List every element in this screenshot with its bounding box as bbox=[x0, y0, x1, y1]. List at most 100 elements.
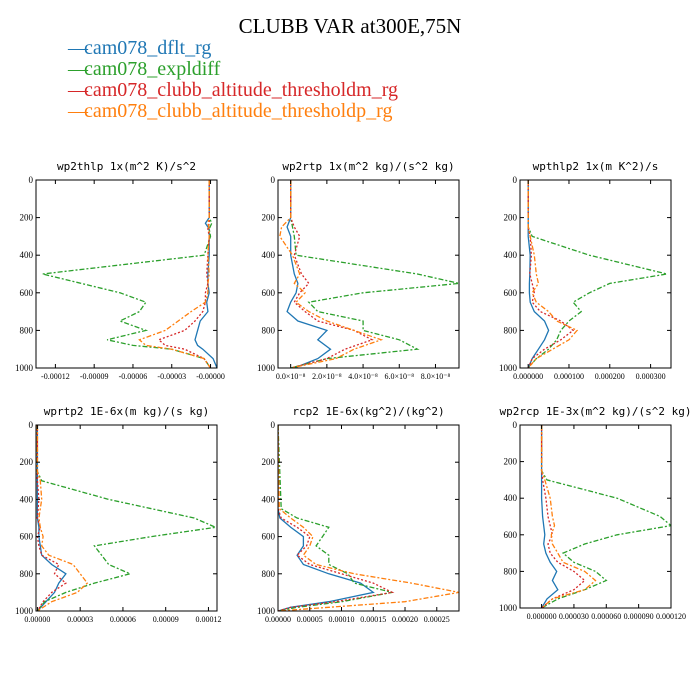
y-tick-label: 0 bbox=[271, 420, 276, 430]
legend: —cam078_dflt_rg —cam078_expldiff —cam078… bbox=[68, 38, 398, 122]
series-line-1 bbox=[194, 180, 217, 368]
y-tick-label: 800 bbox=[262, 569, 276, 579]
plot-frame bbox=[35, 424, 218, 612]
x-tick-label: 0.00003 bbox=[67, 615, 93, 624]
x-tick-label: 0.000030 bbox=[559, 612, 589, 621]
y-tick-label: 0 bbox=[29, 420, 34, 430]
plot-frame bbox=[519, 179, 672, 369]
series-line-3 bbox=[290, 180, 374, 368]
panel-wp2rcp: wp2rcp 1E-3x(m^2 kg)/(s^2 kg) 0 200 400 600 8… bbox=[499, 405, 692, 621]
series-line-2 bbox=[527, 180, 668, 368]
x-tick-label: 8.0×10⁻⁸ bbox=[421, 372, 451, 381]
y-tick-label: 600 bbox=[20, 532, 34, 542]
x-tick-label: 0.000000 bbox=[513, 372, 543, 381]
x-tick-label: 4.0×10⁻⁸ bbox=[348, 372, 378, 381]
series-line-3 bbox=[540, 425, 586, 608]
x-tick-label: 0.000200 bbox=[595, 372, 625, 381]
series-line-4 bbox=[527, 180, 579, 368]
series-line-4 bbox=[36, 425, 89, 611]
y-tick-label: 800 bbox=[504, 325, 518, 335]
series-line-1 bbox=[540, 425, 559, 608]
y-tick-label: 800 bbox=[504, 566, 518, 576]
x-tick-label: 0.00010 bbox=[329, 615, 355, 624]
y-tick-label: 800 bbox=[20, 325, 34, 335]
plot-frame bbox=[277, 424, 460, 612]
legend-label: cam078_dflt_rg bbox=[84, 37, 212, 59]
x-tick-label: 2.0×10⁻⁸ bbox=[312, 372, 342, 381]
y-tick-label: 0 bbox=[29, 175, 34, 185]
plot-frame bbox=[519, 424, 672, 609]
panel-title: wpthlp2 1x(m K^2)/s bbox=[533, 160, 659, 173]
y-tick-label: 400 bbox=[262, 250, 276, 260]
legend-swatch: — bbox=[68, 58, 88, 80]
y-tick-label: 600 bbox=[504, 288, 518, 298]
y-tick-label: 800 bbox=[20, 569, 34, 579]
y-tick-label: 400 bbox=[262, 494, 276, 504]
series-line-2 bbox=[278, 425, 393, 611]
y-tick-label: 800 bbox=[262, 325, 276, 335]
x-tick-label: 0.0×10⁻⁸ bbox=[276, 372, 306, 381]
legend-swatch: — bbox=[68, 79, 88, 101]
legend-swatch: — bbox=[68, 37, 88, 59]
x-tick-label: -0.00006 bbox=[119, 372, 148, 381]
legend-entry-dflt: —cam078_dflt_rg bbox=[68, 38, 398, 59]
panel-title: wp2rtp 1x(m^2 kg)/(s^2 kg) bbox=[282, 160, 454, 173]
x-tick-label: 0.00000 bbox=[24, 615, 50, 624]
series-line-4 bbox=[540, 425, 597, 608]
y-tick-label: 1000 bbox=[15, 363, 34, 373]
legend-entry-thresholdm: —cam078_clubb_altitude_thresholdm_rg bbox=[68, 80, 398, 101]
series-line-3 bbox=[36, 425, 67, 611]
x-tick-label: 0.00015 bbox=[360, 615, 386, 624]
y-tick-label: 400 bbox=[20, 250, 34, 260]
y-tick-label: 400 bbox=[20, 494, 34, 504]
chart-main-title: CLUBB VAR at300E,75N bbox=[238, 14, 462, 38]
y-tick-label: 1000 bbox=[257, 363, 276, 373]
x-tick-label: 0.00020 bbox=[392, 615, 418, 624]
y-tick-label: 1000 bbox=[257, 606, 276, 616]
series-line-4 bbox=[278, 425, 459, 611]
series-line-3 bbox=[527, 180, 575, 368]
y-tick-label: 200 bbox=[20, 213, 34, 223]
x-tick-label: 0.00025 bbox=[424, 615, 450, 624]
panel-title: wp2rcp 1E-3x(m^2 kg)/(s^2 kg) bbox=[499, 405, 691, 418]
panel-title: wprtp2 1E-6x(m kg)/(s kg) bbox=[44, 405, 210, 418]
panel-title: rcp2 1E-6x(kg^2)/(kg^2) bbox=[292, 405, 444, 418]
legend-label: cam078_clubb_altitude_thresholdp_rg bbox=[84, 100, 393, 122]
y-tick-label: 0 bbox=[513, 420, 518, 430]
x-tick-label: 0.00009 bbox=[153, 615, 179, 624]
series-line-2 bbox=[290, 180, 459, 368]
y-tick-label: 400 bbox=[504, 493, 518, 503]
panel-wprtp2: wprtp2 1E-6x(m kg)/(s kg) 0 200 400 600 800 10… bbox=[15, 405, 221, 624]
legend-entry-thresholdp: —cam078_clubb_altitude_thresholdp_rg bbox=[68, 101, 398, 122]
y-tick-label: 200 bbox=[262, 213, 276, 223]
y-tick-label: 200 bbox=[262, 457, 276, 467]
panel-wp2thlp: wp2thlp 1x(m^2 K)/s^2 0 200 400 600 800 1000 -0… bbox=[15, 160, 225, 381]
x-tick-label: 0.000120 bbox=[656, 612, 686, 621]
x-tick-label: 0.00012 bbox=[195, 615, 221, 624]
y-tick-label: 600 bbox=[262, 288, 276, 298]
y-tick-label: 200 bbox=[20, 457, 34, 467]
y-tick-label: 0 bbox=[513, 175, 518, 185]
series-line-1 bbox=[286, 180, 332, 368]
y-tick-label: 0 bbox=[271, 175, 276, 185]
x-tick-label: 0.000060 bbox=[591, 612, 621, 621]
x-tick-label: 0.000100 bbox=[554, 372, 584, 381]
series-line-4 bbox=[138, 180, 212, 368]
plot-frame bbox=[277, 179, 460, 369]
x-tick-label: 0.00006 bbox=[110, 615, 136, 624]
y-tick-label: 1000 bbox=[499, 363, 518, 373]
series-line-1 bbox=[36, 425, 67, 611]
x-tick-label: -0.00000 bbox=[196, 372, 225, 381]
series-line-1 bbox=[527, 180, 550, 368]
legend-entry-expldiff: —cam078_expldiff bbox=[68, 59, 398, 80]
y-tick-label: 1000 bbox=[15, 606, 34, 616]
y-tick-label: 600 bbox=[262, 532, 276, 542]
x-tick-label: 0.000000 bbox=[527, 612, 557, 621]
panel-wpthlp2: wpthlp2 1x(m K^2)/s020040060080010000.00… bbox=[499, 160, 672, 381]
legend-label: cam078_clubb_altitude_thresholdm_rg bbox=[84, 79, 399, 101]
x-tick-label: 0.00005 bbox=[297, 615, 323, 624]
plot-frame bbox=[35, 179, 218, 369]
x-tick-label: 0.00000 bbox=[265, 615, 291, 624]
x-tick-label: -0.00009 bbox=[80, 372, 109, 381]
y-tick-label: 600 bbox=[20, 288, 34, 298]
